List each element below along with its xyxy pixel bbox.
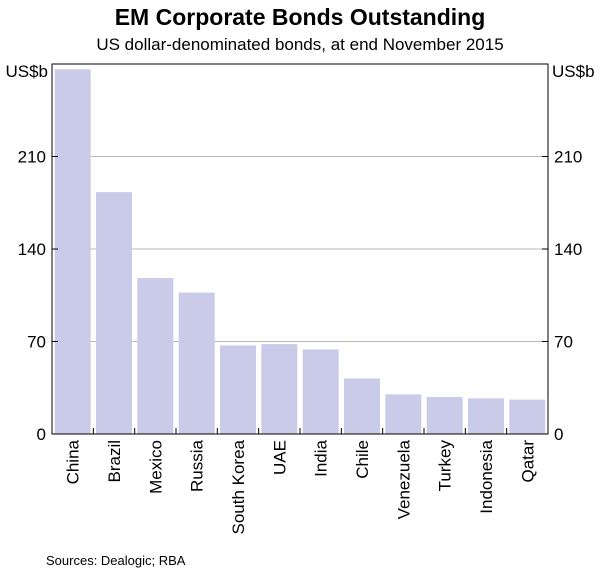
bar-south-korea [220,345,256,434]
right-unit-label: US$b [552,62,595,81]
x-label-russia: Russia [188,439,207,492]
bars [54,69,546,435]
x-label-venezuela: Venezuela [394,439,413,519]
bar-mexico [137,278,174,434]
x-label-india: India [312,439,331,476]
y-tick-left-70: 70 [27,333,46,352]
x-label-brazil: Brazil [105,440,124,483]
bar-chile [344,378,380,434]
left-unit-label: US$b [5,62,48,81]
x-label-china: China [64,439,83,484]
bar-china [54,69,91,435]
x-label-turkey: Turkey [436,440,455,492]
y-tick-left-140: 140 [18,240,46,259]
x-label-indonesia: Indonesia [477,439,496,513]
source-note: Sources: Dealogic; RBA [46,553,186,568]
x-label-chile: Chile [353,440,372,479]
ticks: 0 0 70 70 140 140 210 210 China Brazil Mexico Russi… [18,148,583,535]
bar-qatar [509,399,546,434]
bar-turkey [426,397,463,434]
bar-venezuela [385,394,422,434]
x-label-south-korea: South Korea [229,439,248,534]
y-tick-right-0: 0 [554,425,563,444]
chart-subtitle: US dollar-denominated bonds, at end Nove… [96,35,504,54]
y-tick-left-210: 210 [18,148,46,167]
bar-russia [178,292,215,434]
x-label-uae: UAE [270,440,289,475]
gridlines [52,156,548,342]
chart-title: EM Corporate Bonds Outstanding [114,4,486,30]
bar-uae [261,344,298,434]
x-label-qatar: Qatar [518,440,537,483]
bar-brazil [96,192,132,434]
y-tick-right-140: 140 [554,240,582,259]
y-tick-right-210: 210 [554,148,582,167]
bar-indonesia [468,398,504,434]
y-tick-left-0: 0 [37,425,46,444]
x-label-mexico: Mexico [146,440,165,494]
y-tick-right-70: 70 [554,333,573,352]
bar-india [302,349,339,434]
